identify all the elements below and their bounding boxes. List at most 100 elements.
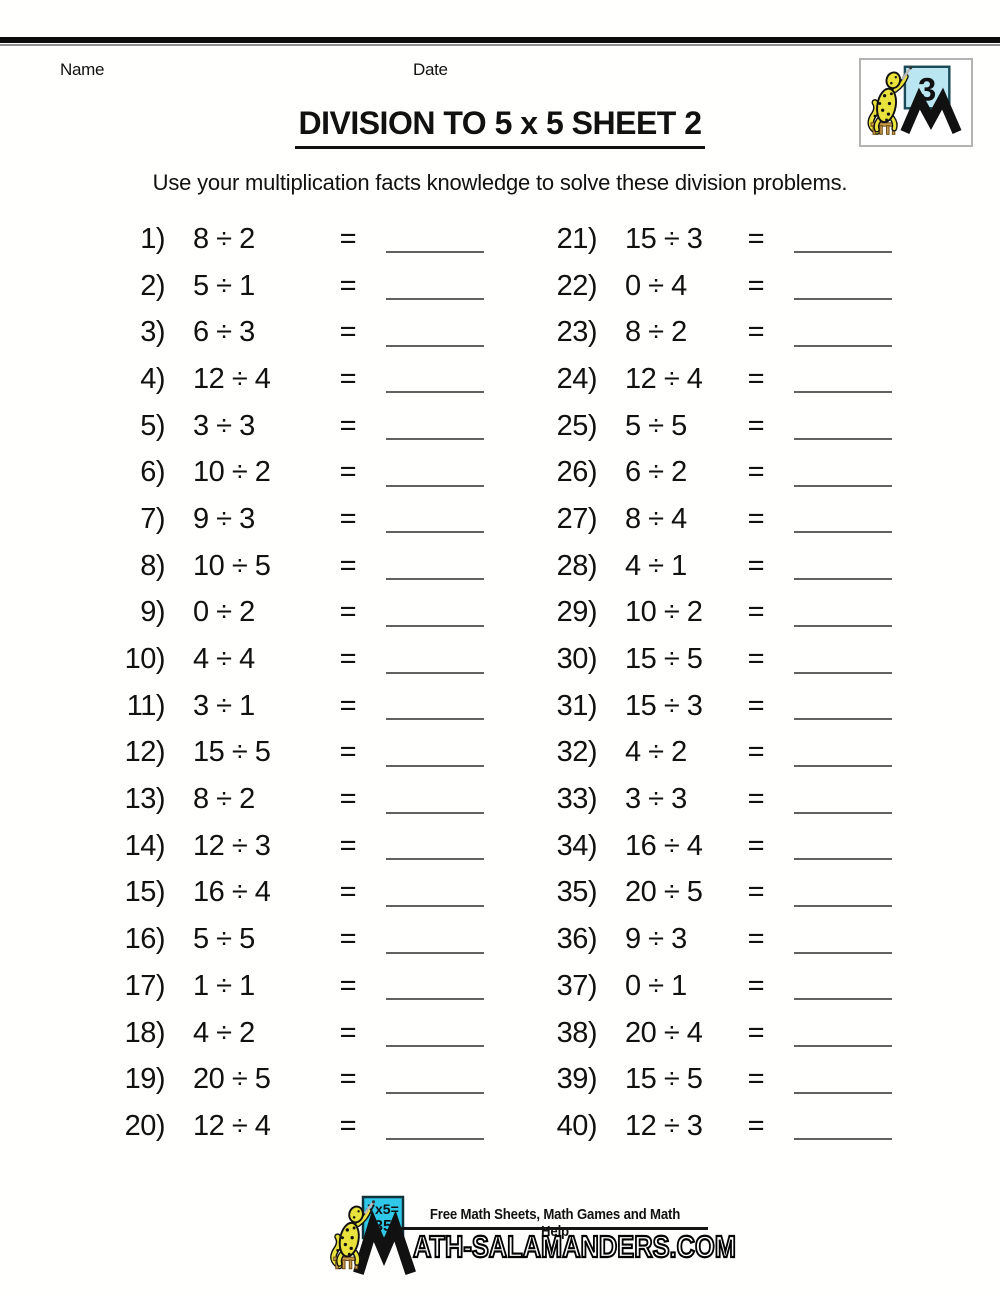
problem-row: 23) 8 ÷ 2 =	[520, 309, 892, 356]
problem-number: 6)	[140, 456, 165, 489]
problem-number: 3)	[140, 316, 165, 349]
answer-line[interactable]	[386, 811, 484, 814]
answer-line[interactable]	[386, 484, 484, 487]
answer-line[interactable]	[794, 904, 892, 907]
answer-line[interactable]	[794, 578, 892, 581]
equals-sign: =	[747, 969, 765, 1002]
problem-number: 17)	[124, 969, 166, 1002]
problem-expression: 4 ÷ 4	[193, 643, 255, 676]
equals-sign: =	[747, 736, 765, 769]
salamander-badge-icon: 3	[861, 60, 962, 145]
answer-line[interactable]	[794, 1091, 892, 1094]
answer-line[interactable]	[386, 764, 484, 767]
answer-line[interactable]	[386, 1045, 484, 1048]
answer-line[interactable]	[386, 624, 484, 627]
equals-sign: =	[747, 362, 765, 395]
problem-expression: 6 ÷ 2	[625, 456, 687, 489]
equals-sign: =	[339, 596, 357, 629]
problem-number: 7)	[140, 502, 165, 535]
problem-number: 20)	[124, 1109, 166, 1142]
problem-row: 1) 8 ÷ 2 =	[88, 216, 484, 263]
problem-expression: 10 ÷ 5	[193, 549, 271, 582]
answer-line[interactable]	[794, 298, 892, 301]
problems-column-right: 21) 15 ÷ 3 = 22) 0 ÷ 4 = 23) 8 ÷ 2 = 24) 12 ÷ 4 = 25…	[520, 216, 892, 1150]
problem-row: 28) 4 ÷ 1 =	[520, 543, 892, 590]
top-border-rule	[0, 37, 1000, 46]
answer-line[interactable]	[794, 438, 892, 441]
answer-line[interactable]	[794, 811, 892, 814]
problem-expression: 6 ÷ 3	[193, 316, 255, 349]
problem-expression: 0 ÷ 4	[625, 269, 687, 302]
answer-line[interactable]	[794, 858, 892, 861]
equals-sign: =	[747, 269, 765, 302]
title-wrap: DIVISION TO 5 x 5 SHEET 2	[0, 103, 1000, 149]
answer-line[interactable]	[386, 344, 484, 347]
answer-line[interactable]	[794, 251, 892, 254]
answer-line[interactable]	[386, 904, 484, 907]
answer-line[interactable]	[794, 624, 892, 627]
problem-number: 23)	[556, 316, 598, 349]
problem-expression: 10 ÷ 2	[193, 456, 271, 489]
problem-expression: 0 ÷ 1	[625, 969, 687, 1002]
answer-line[interactable]	[794, 718, 892, 721]
problem-number: 28)	[556, 549, 598, 582]
problem-number: 2)	[140, 269, 165, 302]
problem-expression: 12 ÷ 4	[625, 362, 703, 395]
problem-number: 18)	[124, 1016, 166, 1049]
site-name: ATH-SALAMANDERS.COM	[412, 1228, 737, 1265]
equals-sign: =	[339, 876, 357, 909]
equals-sign: =	[339, 269, 357, 302]
answer-line[interactable]	[794, 531, 892, 534]
answer-line[interactable]	[794, 344, 892, 347]
answer-line[interactable]	[386, 1091, 484, 1094]
problem-number: 25)	[556, 409, 598, 442]
answer-line[interactable]	[794, 951, 892, 954]
answer-line[interactable]	[386, 531, 484, 534]
answer-line[interactable]	[794, 484, 892, 487]
answer-line[interactable]	[386, 858, 484, 861]
answer-line[interactable]	[386, 438, 484, 441]
m-logo-icon	[900, 87, 962, 134]
answer-line[interactable]	[386, 251, 484, 254]
problem-expression: 5 ÷ 5	[193, 923, 255, 956]
footer-rule	[399, 1227, 708, 1230]
problem-number: 31)	[556, 689, 598, 722]
problem-row: 39) 15 ÷ 5 =	[520, 1056, 892, 1103]
answer-line[interactable]	[386, 951, 484, 954]
problem-expression: 12 ÷ 4	[193, 362, 271, 395]
answer-line[interactable]	[794, 391, 892, 394]
answer-line[interactable]	[794, 1138, 892, 1141]
problem-expression: 15 ÷ 5	[625, 1063, 703, 1096]
answer-line[interactable]	[794, 764, 892, 767]
problem-row: 37) 0 ÷ 1 =	[520, 963, 892, 1010]
answer-line[interactable]	[386, 298, 484, 301]
answer-line[interactable]	[386, 391, 484, 394]
problem-row: 32) 4 ÷ 2 =	[520, 730, 892, 777]
problem-row: 5) 3 ÷ 3 =	[88, 403, 484, 450]
problem-number: 12)	[124, 736, 166, 769]
answer-line[interactable]	[794, 998, 892, 1001]
problem-expression: 8 ÷ 2	[193, 222, 255, 255]
answer-line[interactable]	[386, 718, 484, 721]
problem-row: 38) 20 ÷ 4 =	[520, 1010, 892, 1057]
problem-expression: 16 ÷ 4	[625, 829, 703, 862]
equals-sign: =	[339, 736, 357, 769]
problem-expression: 20 ÷ 5	[193, 1063, 271, 1096]
problem-row: 24) 12 ÷ 4 =	[520, 356, 892, 403]
problem-expression: 20 ÷ 4	[625, 1016, 703, 1049]
answer-line[interactable]	[386, 578, 484, 581]
problem-expression: 15 ÷ 3	[625, 689, 703, 722]
answer-line[interactable]	[794, 1045, 892, 1048]
answer-line[interactable]	[794, 671, 892, 674]
equals-sign: =	[339, 362, 357, 395]
equals-sign: =	[747, 222, 765, 255]
problem-number: 5)	[140, 409, 165, 442]
answer-line[interactable]	[386, 998, 484, 1001]
problem-row: 15) 16 ÷ 4 =	[88, 870, 484, 917]
answer-line[interactable]	[386, 671, 484, 674]
problem-row: 31) 15 ÷ 3 =	[520, 683, 892, 730]
worksheet-title: DIVISION TO 5 x 5 SHEET 2	[295, 103, 705, 149]
answer-line[interactable]	[386, 1138, 484, 1141]
problem-expression: 10 ÷ 2	[625, 596, 703, 629]
